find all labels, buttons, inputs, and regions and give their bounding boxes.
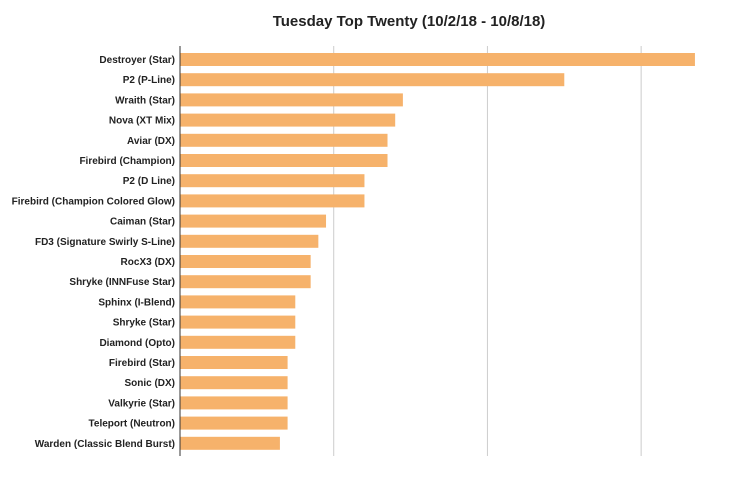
bar <box>180 53 695 66</box>
bar <box>180 376 288 390</box>
category-label: Caiman (Star) <box>110 217 175 228</box>
bar <box>180 133 388 147</box>
bar <box>180 255 311 268</box>
bar <box>180 275 311 289</box>
bar <box>180 214 327 228</box>
bar <box>180 335 296 349</box>
bar <box>180 436 280 450</box>
bar <box>180 396 288 410</box>
category-label: Valkyrie (Star) <box>108 398 175 409</box>
category-label: Sonic (DX) <box>124 378 175 389</box>
category-label: Sphinx (I-Blend) <box>98 297 175 308</box>
bar <box>180 416 288 430</box>
bar <box>180 73 565 87</box>
category-label: P2 (D Line) <box>123 176 175 187</box>
category-label: Wraith (Star) <box>115 95 175 106</box>
bars <box>180 53 695 450</box>
category-label: Nova (XT Mix) <box>109 116 175 127</box>
category-label: Diamond (Opto) <box>99 338 175 349</box>
category-label: Teleport (Neutron) <box>89 419 175 430</box>
category-label: Firebird (Champion) <box>79 156 175 167</box>
bar <box>180 154 388 167</box>
category-label: Warden (Classic Blend Burst) <box>35 439 175 450</box>
bar <box>180 234 319 248</box>
category-label: Aviar (DX) <box>127 136 175 147</box>
bar <box>180 113 396 127</box>
category-label: Firebird (Champion Colored Glow) <box>12 196 175 207</box>
bar <box>180 194 365 208</box>
gridlines <box>333 46 642 456</box>
bar <box>180 356 288 369</box>
category-label: RocX3 (DX) <box>121 257 175 268</box>
bar <box>180 174 365 188</box>
bar <box>180 93 403 107</box>
chart-title: Tuesday Top Twenty (10/2/18 - 10/8/18) <box>273 13 546 30</box>
category-label: P2 (P-Line) <box>123 75 175 86</box>
bar <box>180 315 296 329</box>
category-label: Firebird (Star) <box>109 358 175 369</box>
category-label: Shryke (Star) <box>113 318 175 329</box>
category-label: Destroyer (Star) <box>99 55 175 66</box>
category-labels: Destroyer (Star) P2 (P-Line) Wraith (Star)… <box>12 55 175 450</box>
category-label: FD3 (Signature Swirly S-Line) <box>35 237 175 248</box>
category-label: Shryke (INNFuse Star) <box>69 277 175 288</box>
bar <box>180 295 296 309</box>
